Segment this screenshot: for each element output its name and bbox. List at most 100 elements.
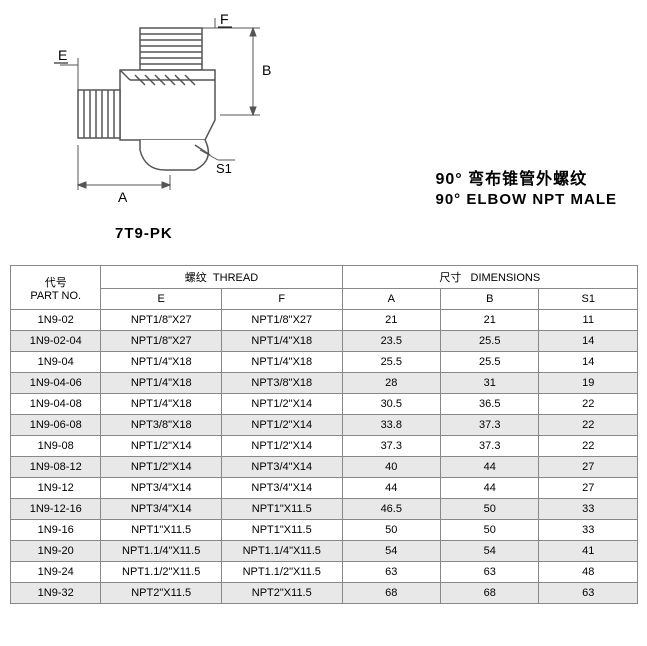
cell-E: NPT1.1/2"X11.5 (101, 562, 222, 583)
cell-partno: 1N9-12 (11, 478, 101, 499)
header-b: B (441, 289, 539, 310)
table-row: 1N9-12-16NPT3/4"X14NPT1"X11.546.55033 (11, 499, 638, 520)
cell-E: NPT1/2"X14 (101, 457, 222, 478)
header-dimensions: 尺寸 DIMENSIONS (342, 266, 637, 289)
cell-B: 37.3 (441, 415, 539, 436)
cell-partno: 1N9-20 (11, 541, 101, 562)
cell-B: 31 (441, 373, 539, 394)
cell-F: NPT2"X11.5 (221, 583, 342, 604)
cell-S1: 63 (539, 583, 638, 604)
table-row: 1N9-08NPT1/2"X14NPT1/2"X1437.337.322 (11, 436, 638, 457)
diagram-label-a: A (118, 189, 128, 205)
cell-partno: 1N9-02 (11, 310, 101, 331)
title-cn: 90° 弯布锥管外螺纹 (435, 165, 617, 189)
cell-partno: 1N9-12-16 (11, 499, 101, 520)
cell-partno: 1N9-06-08 (11, 415, 101, 436)
title-en: 90° ELBOW NPT MALE (435, 191, 617, 208)
top-area: E F A B S1 7T9-PK 90° 弯布锥管外螺纹 90° ELBOW … (0, 0, 647, 260)
cell-E: NPT3/8"X18 (101, 415, 222, 436)
cell-A: 33.8 (342, 415, 440, 436)
cell-F: NPT1"X11.5 (221, 520, 342, 541)
part-code: 7T9-PK (115, 225, 173, 242)
diagram-label-e: E (58, 47, 67, 63)
cell-B: 37.3 (441, 436, 539, 457)
cell-A: 44 (342, 478, 440, 499)
header-thread-en: THREAD (213, 272, 258, 284)
cell-F: NPT3/4"X14 (221, 478, 342, 499)
cell-A: 23.5 (342, 331, 440, 352)
table-row: 1N9-06-08NPT3/8"X18NPT1/2"X1433.837.322 (11, 415, 638, 436)
cell-A: 37.3 (342, 436, 440, 457)
table-row: 1N9-02-04NPT1/8"X27NPT1/4"X1823.525.514 (11, 331, 638, 352)
cell-E: NPT1/4"X18 (101, 373, 222, 394)
cell-partno: 1N9-04-06 (11, 373, 101, 394)
cell-A: 25.5 (342, 352, 440, 373)
header-thread-cn: 螺纹 (185, 272, 207, 284)
cell-F: NPT3/4"X14 (221, 457, 342, 478)
cell-B: 21 (441, 310, 539, 331)
cell-E: NPT1"X11.5 (101, 520, 222, 541)
header-dims-cn: 尺寸 (439, 272, 461, 284)
header-dims-en: DIMENSIONS (471, 272, 541, 284)
cell-E: NPT1.1/4"X11.5 (101, 541, 222, 562)
cell-partno: 1N9-04-08 (11, 394, 101, 415)
cell-A: 68 (342, 583, 440, 604)
cell-partno: 1N9-32 (11, 583, 101, 604)
table-row: 1N9-02NPT1/8"X27NPT1/8"X27212111 (11, 310, 638, 331)
cell-F: NPT1.1/2"X11.5 (221, 562, 342, 583)
cell-E: NPT3/4"X14 (101, 478, 222, 499)
diagram-label-f: F (220, 11, 229, 27)
diagram-label-s1: S1 (216, 161, 232, 176)
cell-partno: 1N9-24 (11, 562, 101, 583)
cell-E: NPT1/2"X14 (101, 436, 222, 457)
cell-S1: 22 (539, 394, 638, 415)
table-row: 1N9-12NPT3/4"X14NPT3/4"X14444427 (11, 478, 638, 499)
header-f: F (221, 289, 342, 310)
cell-B: 25.5 (441, 352, 539, 373)
cell-F: NPT1/2"X14 (221, 436, 342, 457)
cell-S1: 22 (539, 436, 638, 457)
cell-S1: 19 (539, 373, 638, 394)
cell-partno: 1N9-08-12 (11, 457, 101, 478)
header-a: A (342, 289, 440, 310)
cell-S1: 14 (539, 331, 638, 352)
cell-S1: 27 (539, 478, 638, 499)
cell-B: 50 (441, 499, 539, 520)
cell-B: 44 (441, 478, 539, 499)
cell-E: NPT3/4"X14 (101, 499, 222, 520)
cell-A: 30.5 (342, 394, 440, 415)
cell-S1: 27 (539, 457, 638, 478)
cell-F: NPT1/4"X18 (221, 352, 342, 373)
cell-E: NPT2"X11.5 (101, 583, 222, 604)
cell-F: NPT1/2"X14 (221, 415, 342, 436)
header-thread: 螺纹 THREAD (101, 266, 342, 289)
header-s1: S1 (539, 289, 638, 310)
cell-S1: 22 (539, 415, 638, 436)
table-row: 1N9-04-06NPT1/4"X18NPT3/8"X18283119 (11, 373, 638, 394)
cell-B: 25.5 (441, 331, 539, 352)
cell-partno: 1N9-04 (11, 352, 101, 373)
cell-A: 40 (342, 457, 440, 478)
cell-B: 63 (441, 562, 539, 583)
cell-A: 63 (342, 562, 440, 583)
header-partno: 代号 PART NO. (11, 266, 101, 310)
cell-F: NPT3/8"X18 (221, 373, 342, 394)
header-e: E (101, 289, 222, 310)
cell-F: NPT1/4"X18 (221, 331, 342, 352)
cell-A: 21 (342, 310, 440, 331)
cell-E: NPT1/8"X27 (101, 331, 222, 352)
cell-B: 54 (441, 541, 539, 562)
table-row: 1N9-08-12NPT1/2"X14NPT3/4"X14404427 (11, 457, 638, 478)
cell-F: NPT1/8"X27 (221, 310, 342, 331)
table-row: 1N9-04-08NPT1/4"X18NPT1/2"X1430.536.522 (11, 394, 638, 415)
cell-B: 44 (441, 457, 539, 478)
cell-B: 36.5 (441, 394, 539, 415)
elbow-diagram: E F A B S1 (40, 10, 280, 210)
header-partno-cn: 代号 (45, 277, 67, 289)
cell-F: NPT1"X11.5 (221, 499, 342, 520)
cell-E: NPT1/4"X18 (101, 394, 222, 415)
cell-partno: 1N9-08 (11, 436, 101, 457)
cell-S1: 14 (539, 352, 638, 373)
cell-S1: 41 (539, 541, 638, 562)
diagram-label-b: B (262, 62, 271, 78)
